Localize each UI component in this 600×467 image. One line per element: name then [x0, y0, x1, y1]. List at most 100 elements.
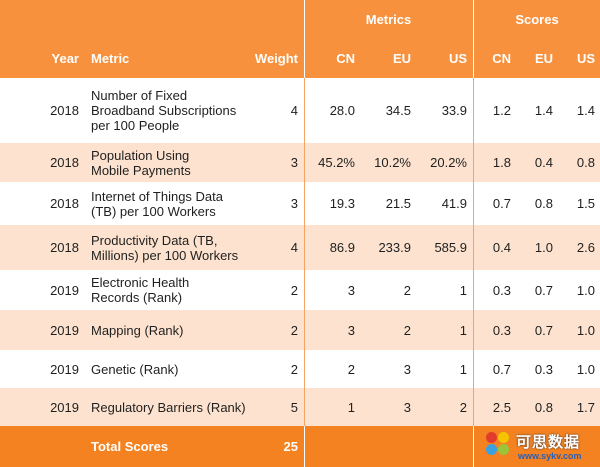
table-row: 2019 Electronic Health Records (Rank) 2 3 2 1 0…: [0, 270, 600, 310]
metric-line: Millions) per 100 Workers: [91, 247, 239, 263]
cell-year: 2019: [50, 361, 79, 377]
cell-metrics-cn: 3: [347, 322, 355, 338]
divider: [473, 143, 474, 182]
group-header-row: Metrics Scores: [0, 0, 600, 38]
cell-scores-us: 1.0: [576, 282, 595, 298]
cell-metrics-us: 2: [459, 399, 467, 415]
cell-scores-us: 1.4: [576, 103, 595, 118]
cell-year: 2018: [50, 103, 79, 118]
metric-line: Population Using: [91, 147, 190, 163]
table-row: 2019 Regulatory Barriers (Rank) 5 1 3 2 2.5 0.8…: [0, 388, 600, 426]
cell-metrics-us: 1: [459, 361, 467, 377]
cell-metrics-eu: 34.5: [385, 103, 411, 118]
cell-scores-eu: 0.8: [534, 196, 553, 211]
metric-line: Genetic (Rank): [91, 361, 179, 377]
table-row: 2019 Mapping (Rank) 2 3 2 1 0.3 0.7 1.0: [0, 310, 600, 350]
cell-year: 2018: [50, 155, 79, 170]
watermark-title: 可思数据: [516, 433, 581, 451]
table-row: 2018 Productivity Data (TB, Millions) per …: [0, 225, 600, 270]
column-header-row: Year Metric Weight CN EU US CN EU US: [0, 38, 600, 78]
cell-metric: Genetic (Rank): [91, 350, 251, 388]
cell-metric: Regulatory Barriers (Rank): [91, 388, 251, 426]
divider: [473, 310, 474, 350]
watermark-url: www.sykv.com: [518, 451, 582, 461]
col-header-year: Year: [51, 50, 79, 66]
divider: [304, 143, 305, 182]
divider: [473, 225, 474, 270]
cell-scores-cn: 1.2: [492, 103, 511, 118]
cell-metric: Electronic Health Records (Rank): [91, 270, 251, 310]
divider: [473, 426, 474, 467]
divider: [304, 426, 305, 467]
cell-weight: 3: [290, 196, 298, 211]
metric-line: (TB) per 100 Workers: [91, 203, 216, 219]
col-header-metrics-eu: EU: [392, 50, 411, 66]
cell-scores-us: 1.0: [576, 322, 595, 338]
divider: [473, 78, 474, 143]
cell-metrics-cn: 2: [347, 361, 355, 377]
cell-metric: Population Using Mobile Payments: [91, 143, 251, 182]
cell-scores-us: 1.0: [576, 361, 595, 377]
cell-weight: 2: [290, 322, 298, 338]
cell-scores-us: 1.7: [576, 399, 595, 415]
divider: [304, 0, 305, 38]
cell-metrics-us: 585.9: [434, 240, 467, 255]
table-row: 2018 Number of Fixed Broadband Subscriptio…: [0, 78, 600, 143]
divider: [473, 0, 474, 38]
divider: [304, 388, 305, 426]
cell-scores-us: 0.8: [576, 155, 595, 170]
metric-line: Broadband Subscriptions: [91, 103, 237, 118]
cell-metrics-cn: 45.2%: [318, 155, 355, 170]
cell-metric: Number of Fixed Broadband Subscriptions pe…: [91, 78, 251, 143]
col-header-scores-us: US: [576, 50, 595, 66]
cell-year: 2019: [50, 322, 79, 338]
cell-weight: 2: [290, 361, 298, 377]
divider: [473, 350, 474, 388]
cell-metrics-eu: 2: [403, 322, 411, 338]
cell-scores-cn: 2.5: [492, 399, 511, 415]
metric-line: Records (Rank): [91, 290, 183, 305]
metric-line: per 100 People: [91, 118, 180, 133]
col-header-metrics-us: US: [448, 50, 467, 66]
col-header-metrics-cn: CN: [336, 50, 355, 66]
divider: [473, 38, 474, 78]
divider: [304, 225, 305, 270]
metric-line: Mapping (Rank): [91, 322, 184, 338]
divider: [304, 182, 305, 225]
group-header-scores: Scores: [515, 11, 559, 27]
divider: [473, 182, 474, 225]
cell-scores-cn: 0.7: [492, 196, 511, 211]
cell-metrics-us: 41.9: [441, 196, 467, 211]
table-row: 2019 Genetic (Rank) 2 2 3 1 0.7 0.3 1.0: [0, 350, 600, 388]
cell-weight: 4: [290, 103, 298, 118]
cell-metrics-eu: 21.5: [385, 196, 411, 211]
cell-metrics-cn: 28.0: [329, 103, 355, 118]
divider: [473, 388, 474, 426]
group-header-metrics: Metrics: [365, 11, 412, 27]
cell-metrics-eu: 3: [403, 399, 411, 415]
metric-line: Mobile Payments: [91, 162, 191, 178]
cell-scores-eu: 0.3: [534, 361, 553, 377]
divider: [304, 310, 305, 350]
cell-metric: Productivity Data (TB, Millions) per 100 …: [91, 225, 251, 270]
table-row: 2018 Internet of Things Data (TB) per 100 …: [0, 182, 600, 225]
cell-metrics-us: 33.9: [441, 103, 467, 118]
watermark: 可思数据 www.sykv.com: [486, 430, 600, 467]
divider: [304, 38, 305, 78]
cell-weight: 2: [290, 282, 298, 298]
cell-metrics-eu: 10.2%: [374, 155, 411, 170]
watermark-logo: [486, 432, 512, 462]
divider: [304, 78, 305, 143]
table-row: 2018 Population Using Mobile Payments 3 45.2…: [0, 143, 600, 182]
metric-line: Productivity Data (TB,: [91, 232, 218, 248]
cell-scores-cn: 0.3: [492, 322, 511, 338]
metric-line: Internet of Things Data: [91, 188, 224, 204]
cell-scores-cn: 0.7: [492, 361, 511, 377]
cell-metrics-eu: 3: [403, 361, 411, 377]
divider: [304, 270, 305, 310]
metric-line: Regulatory Barriers (Rank): [91, 399, 246, 415]
cell-metric: Internet of Things Data (TB) per 100 Work…: [91, 182, 251, 225]
cell-scores-eu: 0.7: [534, 322, 553, 338]
cell-scores-eu: 0.8: [534, 399, 553, 415]
